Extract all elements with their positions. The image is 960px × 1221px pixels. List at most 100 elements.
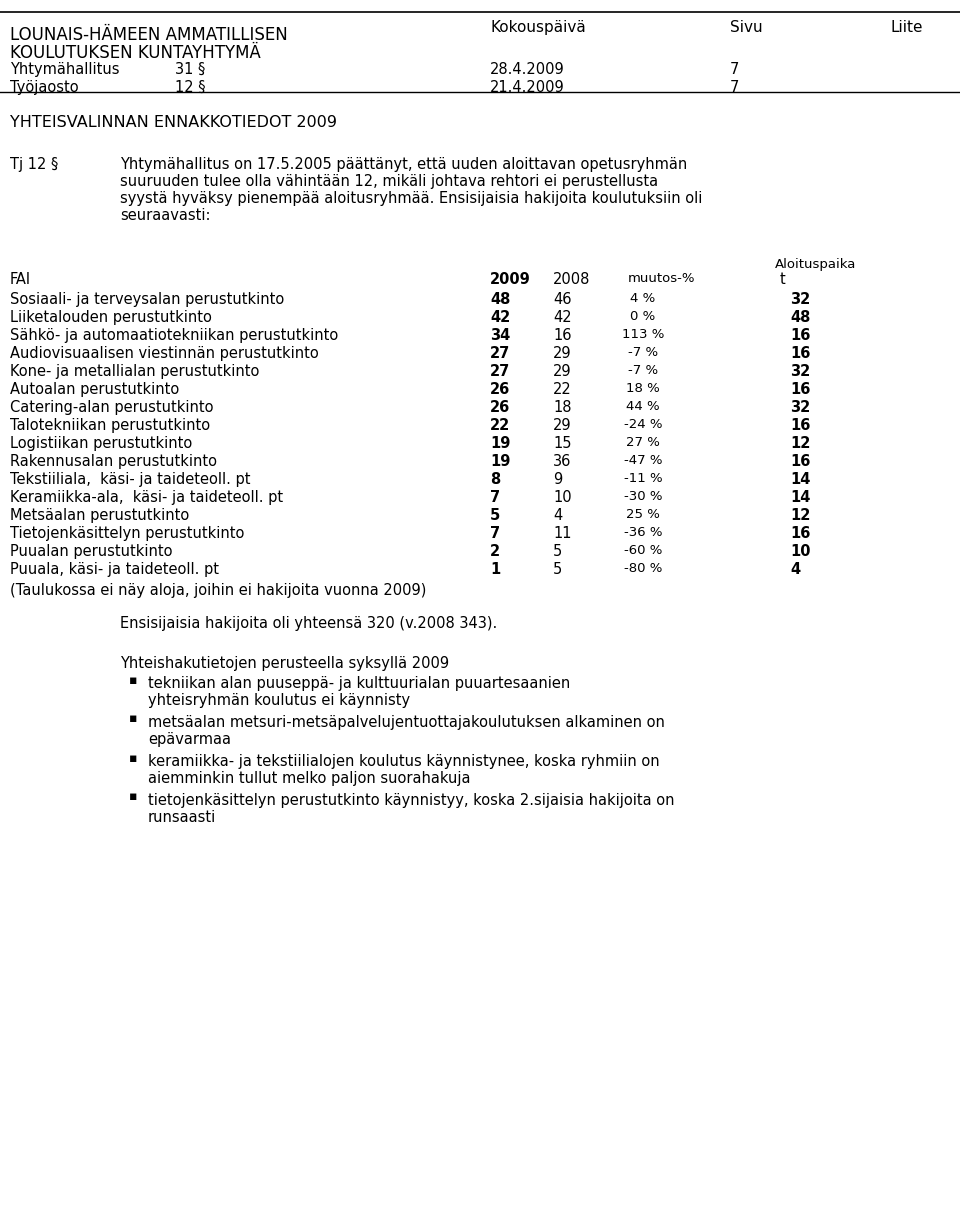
Text: Puuala, käsi- ja taideteoll. pt: Puuala, käsi- ja taideteoll. pt <box>10 562 219 578</box>
Text: Sosiaali- ja terveysalan perustutkinto: Sosiaali- ja terveysalan perustutkinto <box>10 292 284 306</box>
Text: ▪: ▪ <box>129 674 137 686</box>
Text: 22: 22 <box>553 382 572 397</box>
Text: Puualan perustutkinto: Puualan perustutkinto <box>10 545 173 559</box>
Text: 1: 1 <box>490 562 500 578</box>
Text: -30 %: -30 % <box>624 490 662 503</box>
Text: 16: 16 <box>790 346 810 361</box>
Text: (Taulukossa ei näy aloja, joihin ei hakijoita vuonna 2009): (Taulukossa ei näy aloja, joihin ei haki… <box>10 582 426 598</box>
Text: 4: 4 <box>553 508 563 523</box>
Text: 12: 12 <box>790 436 810 451</box>
Text: 19: 19 <box>490 436 511 451</box>
Text: YHTEISVALINNAN ENNAKKOTIEDOT 2009: YHTEISVALINNAN ENNAKKOTIEDOT 2009 <box>10 115 337 129</box>
Text: 22: 22 <box>490 418 511 433</box>
Text: ▪: ▪ <box>129 790 137 803</box>
Text: runsaasti: runsaasti <box>148 810 216 825</box>
Text: Yhtymähallitus: Yhtymähallitus <box>10 62 119 77</box>
Text: Tekstiiliala,  käsi- ja taideteoll. pt: Tekstiiliala, käsi- ja taideteoll. pt <box>10 473 251 487</box>
Text: t: t <box>780 272 785 287</box>
Text: 44 %: 44 % <box>626 400 660 413</box>
Text: 7: 7 <box>730 62 739 77</box>
Text: 32: 32 <box>790 364 810 379</box>
Text: 16: 16 <box>790 328 810 343</box>
Text: 7: 7 <box>490 490 500 505</box>
Text: Autoalan perustutkinto: Autoalan perustutkinto <box>10 382 180 397</box>
Text: Logistiikan perustutkinto: Logistiikan perustutkinto <box>10 436 192 451</box>
Text: Audiovisuaalisen viestinnän perustutkinto: Audiovisuaalisen viestinnän perustutkint… <box>10 346 319 361</box>
Text: 19: 19 <box>490 454 511 469</box>
Text: 16: 16 <box>790 382 810 397</box>
Text: 12: 12 <box>790 508 810 523</box>
Text: Catering-alan perustutkinto: Catering-alan perustutkinto <box>10 400 213 415</box>
Text: Liite: Liite <box>890 20 923 35</box>
Text: keramiikka- ja tekstiilialojen koulutus käynnistynee, koska ryhmiin on: keramiikka- ja tekstiilialojen koulutus … <box>148 755 660 769</box>
Text: syystä hyväksy pienempää aloitusryhmää. Ensisijaisia hakijoita koulutuksiin oli: syystä hyväksy pienempää aloitusryhmää. … <box>120 190 703 206</box>
Text: Työjaosto: Työjaosto <box>10 81 79 95</box>
Text: Metsäalan perustutkinto: Metsäalan perustutkinto <box>10 508 189 523</box>
Text: 14: 14 <box>790 490 810 505</box>
Text: 7: 7 <box>490 526 500 541</box>
Text: 9: 9 <box>553 473 563 487</box>
Text: 16: 16 <box>790 526 810 541</box>
Text: Rakennusalan perustutkinto: Rakennusalan perustutkinto <box>10 454 217 469</box>
Text: 31 §: 31 § <box>175 62 205 77</box>
Text: 10: 10 <box>790 545 810 559</box>
Text: 32: 32 <box>790 292 810 306</box>
Text: 29: 29 <box>553 418 571 433</box>
Text: aiemminkin tullut melko paljon suorahakuja: aiemminkin tullut melko paljon suorahaku… <box>148 770 470 786</box>
Text: 21.4.2009: 21.4.2009 <box>490 81 564 95</box>
Text: 5: 5 <box>553 545 563 559</box>
Text: 12 §: 12 § <box>175 81 205 95</box>
Text: Tietojenkäsittelyn perustutkinto: Tietojenkäsittelyn perustutkinto <box>10 526 245 541</box>
Text: 113 %: 113 % <box>622 328 664 341</box>
Text: 28.4.2009: 28.4.2009 <box>490 62 564 77</box>
Text: Liiketalouden perustutkinto: Liiketalouden perustutkinto <box>10 310 212 325</box>
Text: -7 %: -7 % <box>628 346 658 359</box>
Text: Tj 12 §: Tj 12 § <box>10 158 59 172</box>
Text: LOUNAIS-HÄMEEN AMMATILLISEN: LOUNAIS-HÄMEEN AMMATILLISEN <box>10 26 288 44</box>
Text: -7 %: -7 % <box>628 364 658 377</box>
Text: Yhtymähallitus on 17.5.2005 päättänyt, että uuden aloittavan opetusryhmän: Yhtymähallitus on 17.5.2005 päättänyt, e… <box>120 158 687 172</box>
Text: Ensisijaisia hakijoita oli yhteensä 320 (v.2008 343).: Ensisijaisia hakijoita oli yhteensä 320 … <box>120 617 497 631</box>
Text: muutos-%: muutos-% <box>628 272 695 284</box>
Text: 2009: 2009 <box>490 272 531 287</box>
Text: Kokouspäivä: Kokouspäivä <box>490 20 586 35</box>
Text: 16: 16 <box>790 454 810 469</box>
Text: 48: 48 <box>490 292 511 306</box>
Text: 8: 8 <box>490 473 500 487</box>
Text: -47 %: -47 % <box>624 454 662 466</box>
Text: 27: 27 <box>490 364 511 379</box>
Text: 4 %: 4 % <box>631 292 656 305</box>
Text: suuruuden tulee olla vähintään 12, mikäli johtava rehtori ei perustellusta: suuruuden tulee olla vähintään 12, mikäl… <box>120 175 659 189</box>
Text: 5: 5 <box>490 508 500 523</box>
Text: 29: 29 <box>553 346 571 361</box>
Text: 26: 26 <box>490 382 511 397</box>
Text: yhteisryhmän koulutus ei käynnisty: yhteisryhmän koulutus ei käynnisty <box>148 694 410 708</box>
Text: epävarmaa: epävarmaa <box>148 733 231 747</box>
Text: 2008: 2008 <box>553 272 590 287</box>
Text: Aloituspaika: Aloituspaika <box>775 258 856 271</box>
Text: 10: 10 <box>553 490 571 505</box>
Text: ▪: ▪ <box>129 713 137 725</box>
Text: 0 %: 0 % <box>631 310 656 324</box>
Text: 27: 27 <box>490 346 511 361</box>
Text: 34: 34 <box>490 328 511 343</box>
Text: 32: 32 <box>790 400 810 415</box>
Text: seuraavasti:: seuraavasti: <box>120 208 210 223</box>
Text: 27 %: 27 % <box>626 436 660 449</box>
Text: 18 %: 18 % <box>626 382 660 396</box>
Text: 48: 48 <box>790 310 810 325</box>
Text: 2: 2 <box>490 545 500 559</box>
Text: metsäalan metsuri-metsäpalvelujentuottajakoulutuksen alkaminen on: metsäalan metsuri-metsäpalvelujentuottaj… <box>148 716 665 730</box>
Text: 16: 16 <box>790 418 810 433</box>
Text: Keramiikka-ala,  käsi- ja taideteoll. pt: Keramiikka-ala, käsi- ja taideteoll. pt <box>10 490 283 505</box>
Text: Talotekniikan perustutkinto: Talotekniikan perustutkinto <box>10 418 210 433</box>
Text: FAI: FAI <box>10 272 31 287</box>
Text: 4: 4 <box>790 562 800 578</box>
Text: 42: 42 <box>490 310 511 325</box>
Text: -36 %: -36 % <box>624 526 662 538</box>
Text: 7: 7 <box>730 81 739 95</box>
Text: tekniikan alan puuseppä- ja kulttuurialan puuartesaanien: tekniikan alan puuseppä- ja kulttuuriala… <box>148 676 570 691</box>
Text: Yhteishakutietojen perusteella syksyllä 2009: Yhteishakutietojen perusteella syksyllä … <box>120 656 449 672</box>
Text: 25 %: 25 % <box>626 508 660 521</box>
Text: 29: 29 <box>553 364 571 379</box>
